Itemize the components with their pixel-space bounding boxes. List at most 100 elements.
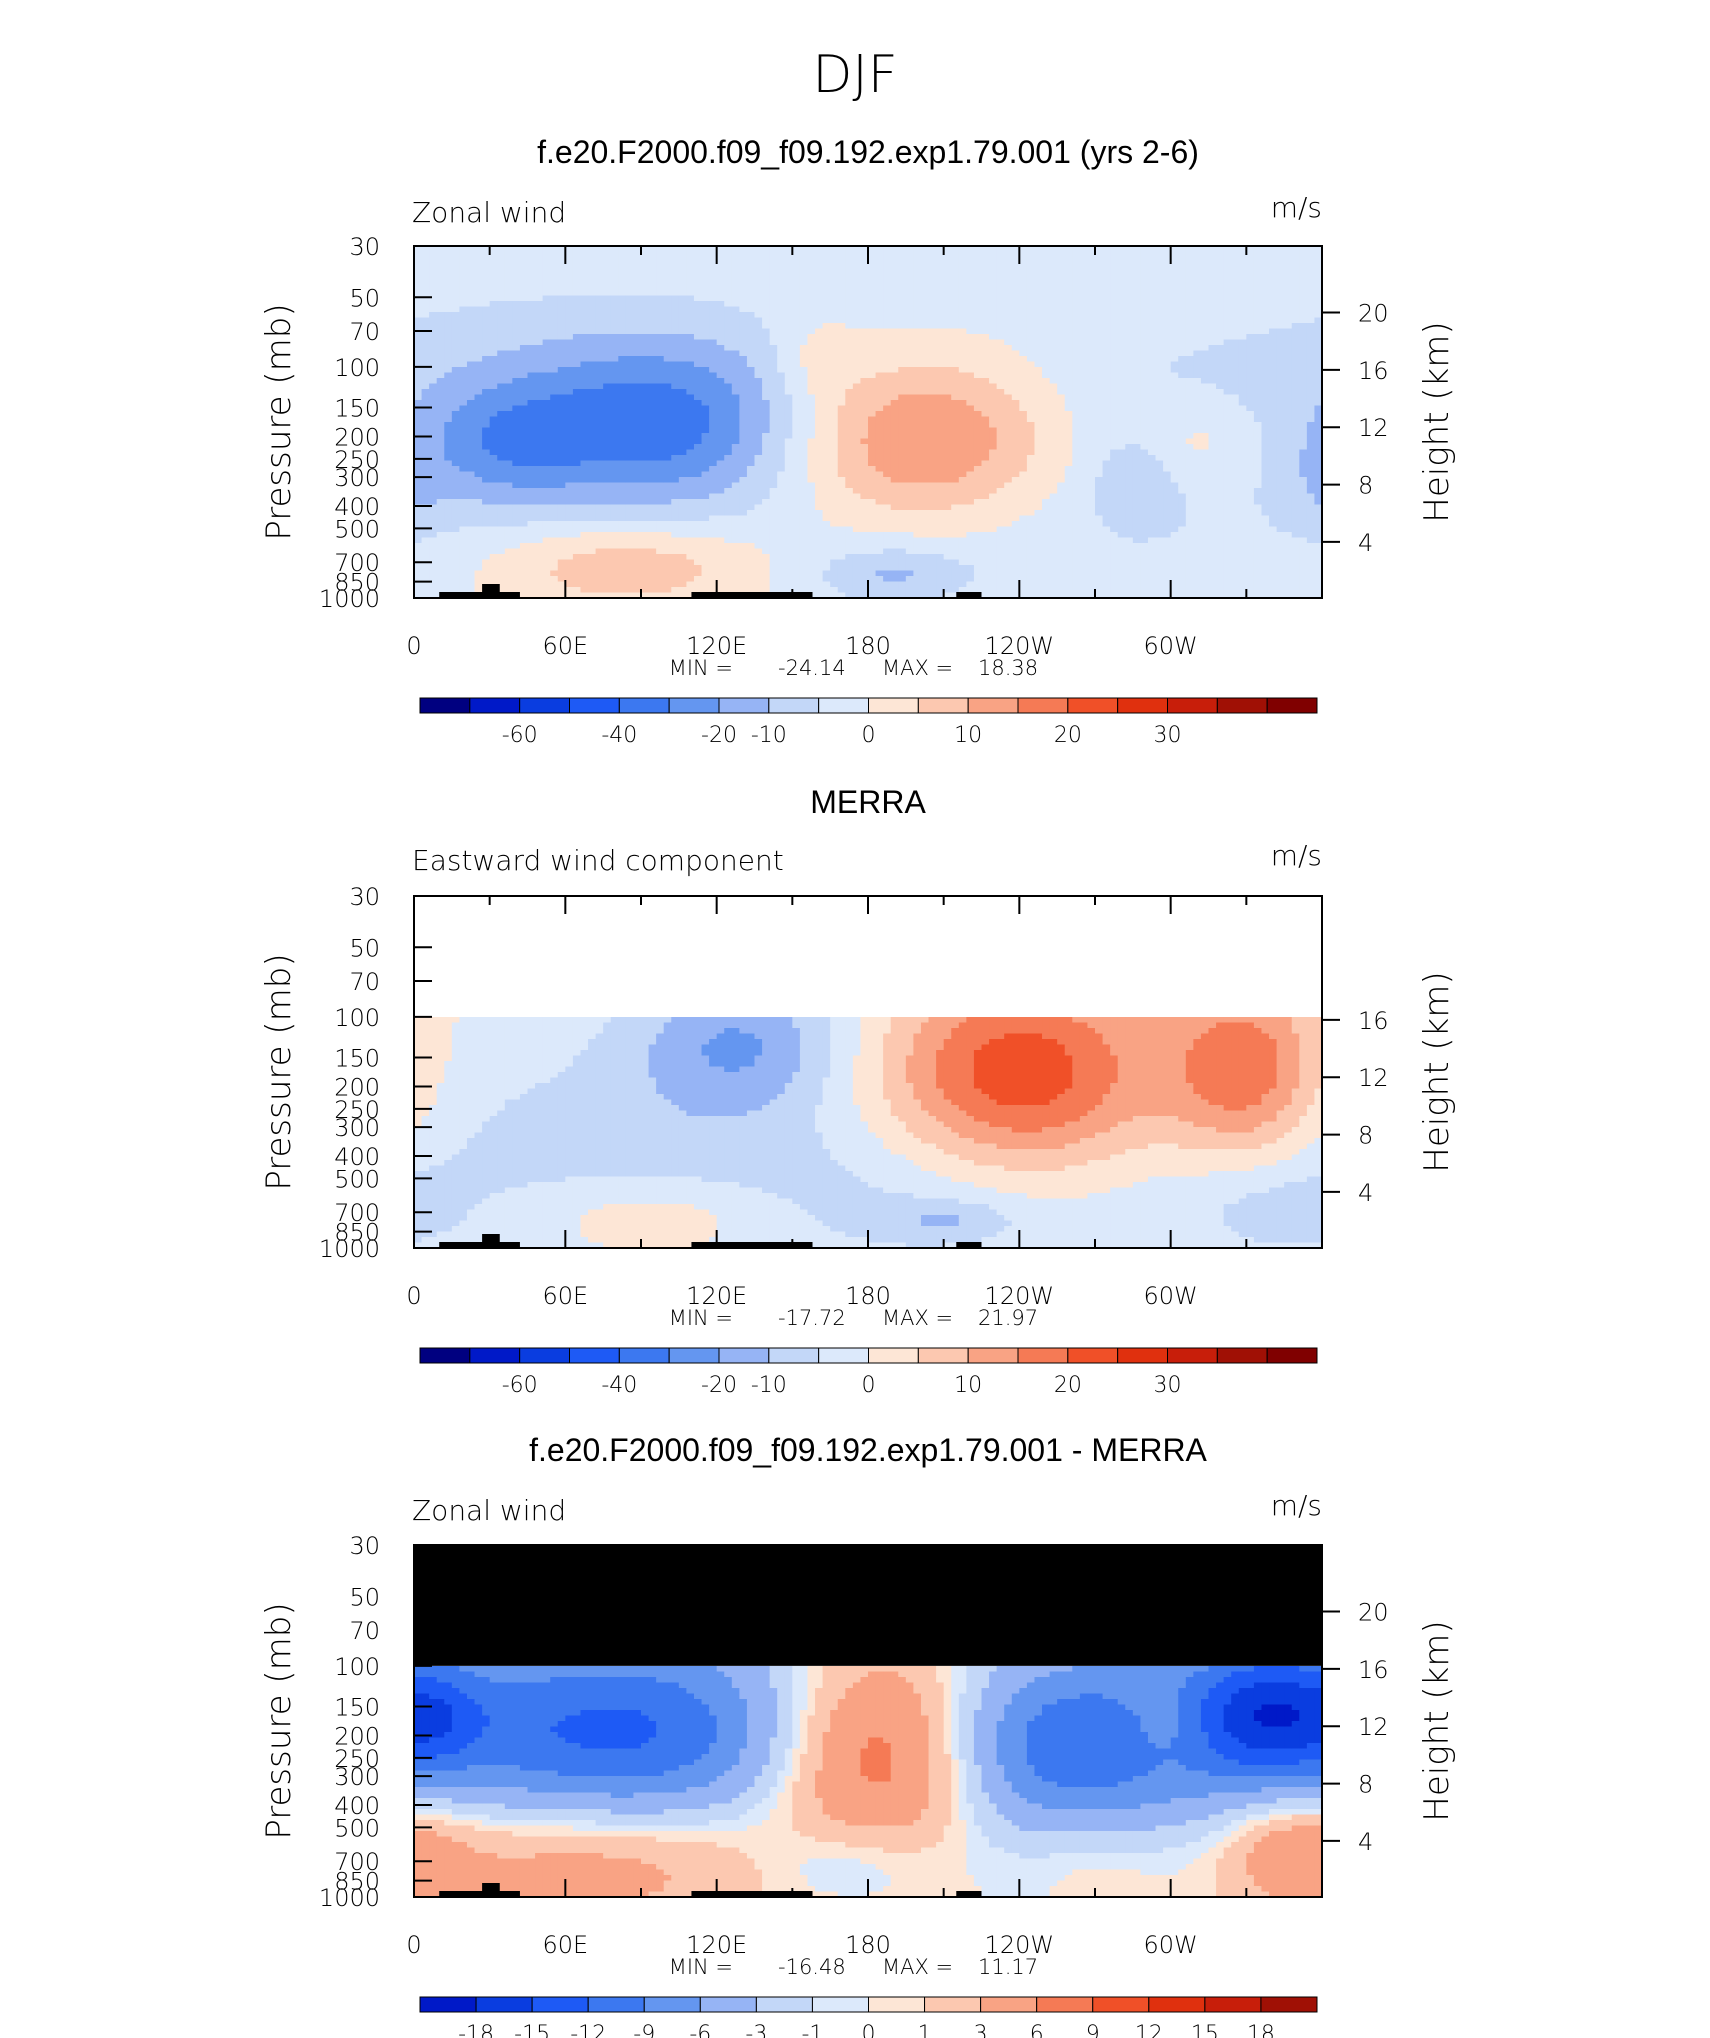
field-cell (709, 466, 718, 473)
field-cell (1163, 383, 1172, 390)
field-cell (958, 328, 967, 335)
field-cell (989, 273, 998, 280)
field-cell (618, 279, 627, 286)
field-cell (989, 290, 998, 297)
field-cell (474, 279, 483, 286)
field-cell (739, 427, 748, 434)
field-cell (981, 367, 990, 374)
field-cell (1064, 405, 1073, 412)
field-cell (1269, 257, 1278, 264)
field-cell (981, 290, 990, 297)
field-cell (1178, 345, 1187, 352)
field-cell (550, 372, 559, 379)
field-cell (1011, 284, 1020, 291)
field-cell (1261, 394, 1270, 401)
field-cell (1314, 279, 1323, 286)
field-cell (1019, 273, 1028, 280)
field-cell (557, 284, 566, 291)
field-cell (1011, 328, 1020, 335)
field-cell (1019, 438, 1028, 445)
field-cell (701, 257, 710, 264)
field-cell (1299, 345, 1308, 352)
field-cell (1004, 350, 1013, 357)
field-cell (754, 317, 763, 324)
field-cell (459, 334, 468, 341)
field-cell (504, 334, 513, 341)
field-cell (572, 312, 582, 319)
field-cell (618, 394, 627, 401)
field-cell (943, 394, 952, 401)
field-cell (883, 268, 892, 275)
field-cell (1132, 328, 1141, 335)
field-cell (996, 460, 1005, 467)
field-cell (656, 372, 665, 379)
field-cell (671, 301, 680, 308)
field-cell (542, 471, 551, 478)
field-cell (1072, 400, 1081, 407)
field-cell (489, 339, 498, 346)
field-cell (641, 312, 650, 319)
field-cell (1019, 328, 1028, 335)
field-cell (1057, 306, 1066, 313)
field-cell (678, 350, 687, 357)
field-cell (1200, 334, 1210, 341)
field-cell (1042, 246, 1051, 253)
field-cell (951, 350, 960, 357)
field-cell (860, 284, 869, 291)
field-cell (686, 356, 695, 363)
field-cell (519, 400, 529, 407)
field-cell (1306, 262, 1316, 269)
field-cell (1155, 416, 1164, 423)
field-cell (754, 389, 763, 396)
field-cell (603, 339, 612, 346)
field-cell (1140, 246, 1149, 253)
field-cell (1049, 356, 1058, 363)
field-cell (1231, 251, 1240, 258)
field-cell (693, 438, 703, 445)
field-cell (1079, 466, 1089, 473)
field-cell (951, 449, 960, 456)
field-cell (973, 251, 983, 258)
field-cell (1147, 356, 1157, 363)
field-cell (1125, 317, 1134, 324)
field-cell (1011, 306, 1020, 313)
field-cell (716, 306, 725, 313)
field-cell (731, 427, 740, 434)
field-cell (1019, 405, 1028, 412)
field-cell (414, 290, 423, 297)
field-cell (565, 312, 574, 319)
field-cell (1216, 323, 1225, 330)
field-cell (958, 444, 967, 451)
field-cell (1284, 334, 1293, 341)
field-cell (973, 345, 983, 352)
field-cell (671, 394, 680, 401)
field-cell (1269, 460, 1278, 467)
field-cell (943, 449, 952, 456)
field-cell (693, 372, 703, 379)
field-cell (875, 367, 884, 374)
field-cell (1200, 350, 1210, 357)
field-cell (618, 257, 627, 264)
field-cell (1011, 460, 1020, 467)
field-cell (1193, 345, 1202, 352)
field-cell (482, 350, 491, 357)
field-cell (1208, 312, 1217, 319)
field-cell (1140, 455, 1149, 462)
field-cell (1208, 466, 1217, 473)
field-cell (1049, 328, 1058, 335)
field-cell (1223, 422, 1232, 429)
field-cell (898, 400, 907, 407)
field-cell (1057, 246, 1066, 253)
field-cell (936, 411, 945, 418)
field-cell (625, 449, 635, 456)
field-cell (807, 449, 816, 456)
field-cell (762, 466, 771, 473)
field-cell (936, 449, 945, 456)
field-cell (875, 394, 884, 401)
field-cell (739, 433, 748, 440)
field-cell (1026, 317, 1036, 324)
field-cell (905, 471, 914, 478)
field-cell (1095, 273, 1104, 280)
field-cell (625, 427, 635, 434)
field-cell (641, 427, 650, 434)
